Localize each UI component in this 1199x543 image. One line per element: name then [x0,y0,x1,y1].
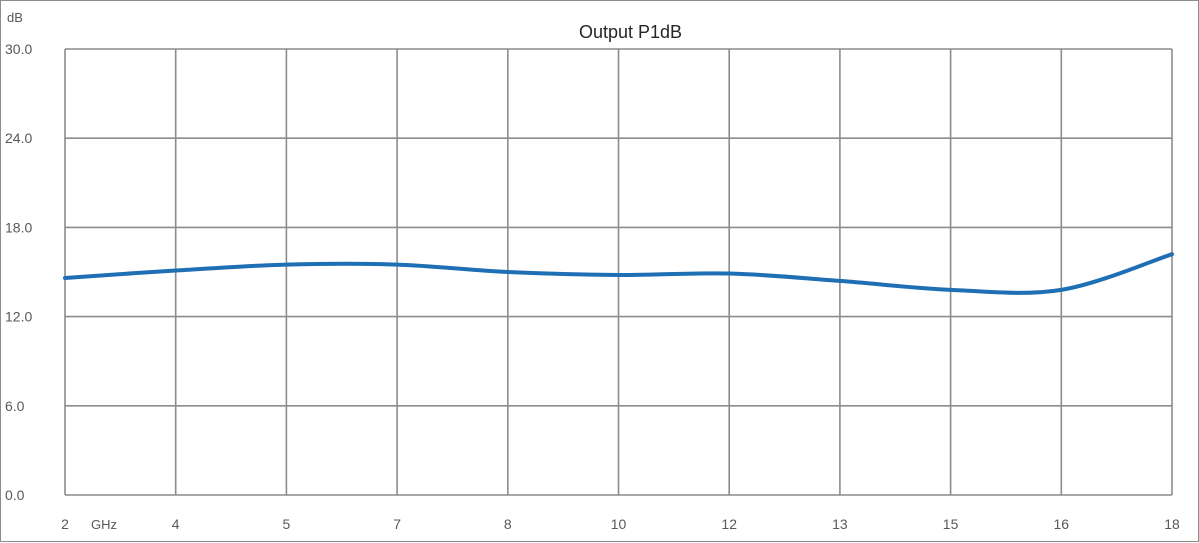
x-tick-label: 13 [832,516,848,532]
x-tick-label: 4 [172,516,180,532]
series-line [63,252,1174,295]
grid [64,48,1173,496]
x-tick-label: 16 [1054,516,1070,532]
y-tick-label: 24.0 [5,130,32,146]
y-tick-label: 12.0 [5,309,32,325]
x-tick-label: 8 [504,516,512,532]
y-tick-label: 0.0 [5,487,25,503]
y-tick-label: 18.0 [5,219,32,235]
y-tick-label: 30.0 [5,41,32,57]
series [63,252,1174,295]
x-tick-label: 18 [1164,516,1180,532]
y-axis-unit: dB [7,10,23,25]
x-axis-unit: GHz [91,517,117,532]
chart-title: Output P1dB [579,22,682,42]
x-tick-label: 15 [943,516,959,532]
x-tick-label: 5 [283,516,291,532]
x-tick-label: 7 [393,516,401,532]
x-tick-label: 10 [611,516,627,532]
y-tick-label: 6.0 [5,398,25,414]
x-tick-label: 12 [721,516,737,532]
x-tick-label: 2 [61,516,69,532]
axes: 0.0 6.0 12.0 18.0 24.0 30.0 2 4 5 7 8 10 12 13 15 16 18 [5,41,1180,532]
